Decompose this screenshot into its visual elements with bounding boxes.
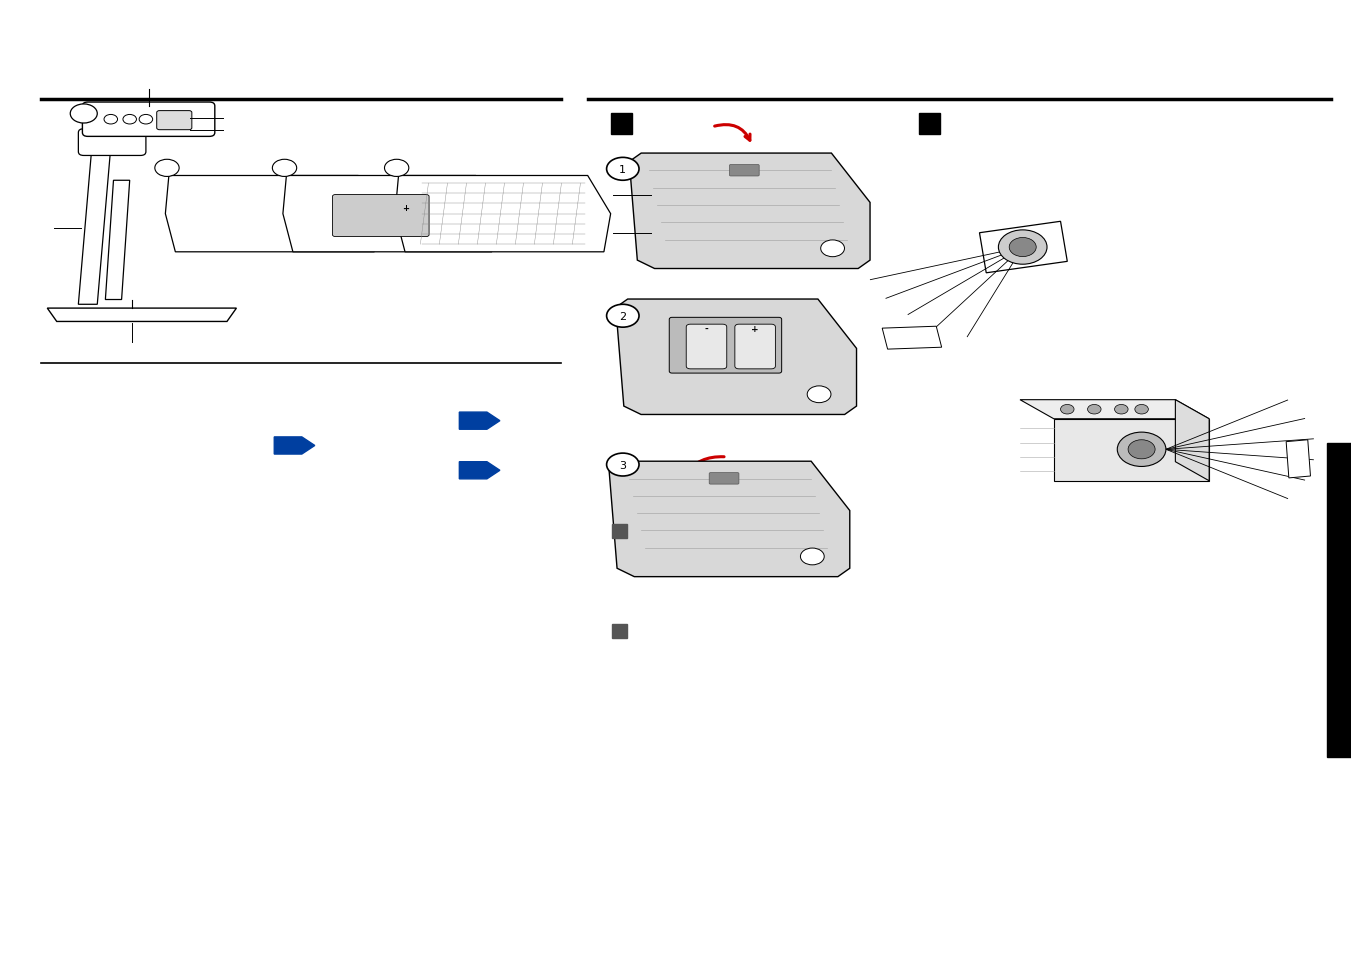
FancyBboxPatch shape <box>332 195 430 237</box>
Text: -: - <box>705 325 708 334</box>
FancyBboxPatch shape <box>709 473 739 484</box>
Polygon shape <box>459 413 500 430</box>
Circle shape <box>1135 405 1148 415</box>
Text: 2: 2 <box>619 312 627 321</box>
Polygon shape <box>882 327 942 350</box>
Circle shape <box>607 158 639 181</box>
Circle shape <box>273 160 297 177</box>
Circle shape <box>139 115 153 125</box>
Polygon shape <box>1054 419 1209 481</box>
Polygon shape <box>1175 400 1209 481</box>
Polygon shape <box>282 176 499 253</box>
Circle shape <box>70 105 97 124</box>
Text: +: + <box>401 204 409 213</box>
Circle shape <box>607 305 639 328</box>
FancyBboxPatch shape <box>735 325 775 370</box>
FancyBboxPatch shape <box>82 103 215 137</box>
FancyBboxPatch shape <box>669 318 782 374</box>
Polygon shape <box>105 181 130 300</box>
Polygon shape <box>165 176 381 253</box>
FancyBboxPatch shape <box>730 165 759 176</box>
Circle shape <box>1117 433 1166 467</box>
Polygon shape <box>78 148 111 305</box>
Polygon shape <box>394 176 611 253</box>
FancyBboxPatch shape <box>919 114 940 135</box>
Polygon shape <box>630 153 870 270</box>
Circle shape <box>1128 440 1155 459</box>
Polygon shape <box>979 222 1067 274</box>
Polygon shape <box>616 300 857 416</box>
Circle shape <box>104 115 118 125</box>
Circle shape <box>607 454 639 476</box>
Circle shape <box>1088 405 1101 415</box>
Circle shape <box>998 231 1047 265</box>
Circle shape <box>1009 238 1036 257</box>
FancyBboxPatch shape <box>612 624 627 639</box>
FancyBboxPatch shape <box>612 524 627 538</box>
Text: 1: 1 <box>619 165 627 174</box>
FancyBboxPatch shape <box>686 325 727 370</box>
Polygon shape <box>459 462 500 479</box>
FancyBboxPatch shape <box>1327 443 1351 758</box>
Circle shape <box>155 160 180 177</box>
Circle shape <box>1061 405 1074 415</box>
Text: +: + <box>751 325 759 334</box>
Circle shape <box>1115 405 1128 415</box>
FancyBboxPatch shape <box>78 130 146 156</box>
Text: 3: 3 <box>619 460 627 470</box>
Polygon shape <box>609 461 850 578</box>
Circle shape <box>385 160 409 177</box>
Circle shape <box>123 115 136 125</box>
FancyBboxPatch shape <box>157 112 192 131</box>
Polygon shape <box>274 437 315 455</box>
Polygon shape <box>47 309 236 322</box>
Circle shape <box>807 387 831 403</box>
Polygon shape <box>1286 440 1310 478</box>
Circle shape <box>820 241 844 257</box>
Polygon shape <box>1020 400 1209 419</box>
FancyBboxPatch shape <box>611 114 632 135</box>
Circle shape <box>800 549 824 565</box>
